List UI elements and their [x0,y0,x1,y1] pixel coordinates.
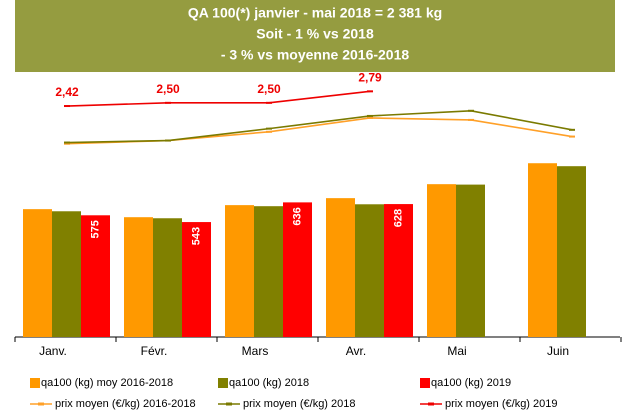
x-tick-label: Juin [547,344,569,358]
bar [456,184,485,337]
data-label: 2,50 [257,82,281,96]
legend-swatch [420,378,430,388]
legend-label: qa100 (kg) 2019 [431,377,511,389]
line [66,109,573,144]
legend-label: qa100 (kg) moy 2016-2018 [41,377,173,389]
chart-subtitle: - 3 % vs moyenne 2016-2018 [221,47,410,63]
legend-swatch [30,378,40,388]
data-label: 636 [291,207,303,225]
data-label: 2,79 [358,71,382,85]
data-label: 543 [190,227,202,245]
bar [528,163,557,337]
bar [124,217,153,337]
data-label: 2,50 [156,82,180,96]
x-tick-label: Mars [242,344,269,358]
x-tick-label: Mai [447,344,466,358]
data-label: 575 [89,220,101,238]
data-label: 2,42 [55,85,79,99]
chart-title: QA 100(*) janvier - mai 2018 = 2 381 kg [188,5,442,21]
bar [283,202,312,337]
line [66,90,371,107]
x-tick-label: Févr. [141,344,168,358]
bar [81,215,110,337]
bar [355,204,384,337]
bar [326,198,355,337]
bar [52,211,81,337]
x-tick-label: Avr. [346,344,366,358]
bar [427,184,456,337]
title-banner [15,0,615,72]
legend-swatch [218,378,228,388]
bar [557,166,586,337]
bar [384,204,413,337]
bar [153,218,182,337]
bar [225,205,254,337]
legend-label: qa100 (kg) 2018 [229,377,309,389]
bar [23,209,52,337]
x-tick-label: Janv. [39,344,67,358]
legend-label: prix moyen (€/kg) 2016-2018 [55,398,196,410]
data-label: 628 [392,209,404,227]
bar [254,206,283,337]
bar [182,222,211,337]
legend-label: prix moyen (€/kg) 2018 [243,398,356,410]
legend-label: prix moyen (€/kg) 2019 [445,398,558,410]
chart-subtitle: Soit - 1 % vs 2018 [256,26,374,42]
